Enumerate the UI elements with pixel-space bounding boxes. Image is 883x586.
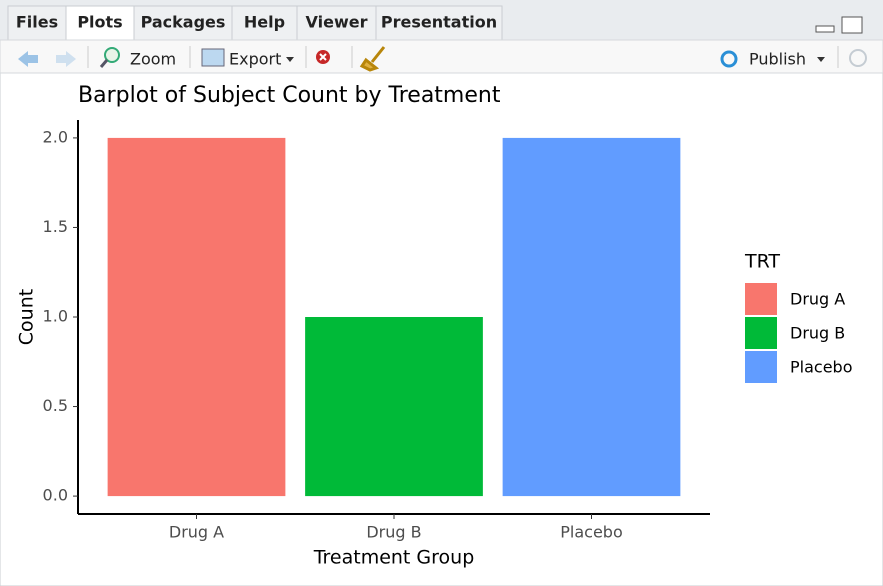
tab-label: Plots <box>77 13 122 32</box>
tab-group: Files Plots Packages Help Viewer Presentation <box>7 5 503 42</box>
legend-label: Drug B <box>790 324 845 343</box>
x-tick-label: Placebo <box>560 523 622 542</box>
minimize-button[interactable] <box>815 25 835 33</box>
bar <box>502 137 681 497</box>
dropdown-arrow <box>286 57 294 62</box>
pane-controls <box>815 16 863 34</box>
x-axis-title: Treatment Group <box>313 547 475 569</box>
tab[interactable] <box>231 5 298 41</box>
publish-label: Publish <box>749 50 806 69</box>
maximize-button[interactable] <box>841 16 863 34</box>
back-button[interactable] <box>18 51 38 67</box>
dropdown-arrow <box>817 57 825 62</box>
legend-label: Placebo <box>790 358 852 377</box>
legend-key <box>745 317 777 349</box>
x-tick-label: Drug B <box>366 523 421 542</box>
tab-label: Files <box>16 13 58 32</box>
y-tick-label: 0.0 <box>43 486 68 505</box>
legend-key <box>745 283 777 315</box>
y-tick-label: 2.0 <box>43 127 68 146</box>
publish-button[interactable]: Publish <box>720 50 825 69</box>
tab-label: Presentation <box>381 13 497 32</box>
zoom-icon <box>104 47 120 63</box>
chart-title: Barplot of Subject Count by Treatment <box>78 83 501 108</box>
zoom-label: Zoom <box>130 50 176 69</box>
legend-key <box>745 351 777 383</box>
y-tick-label: 0.5 <box>43 396 68 415</box>
export-label: Export <box>229 50 281 69</box>
y-axis-title: Count <box>16 289 38 345</box>
tab[interactable] <box>296 5 377 41</box>
export-icon <box>201 48 225 67</box>
tab[interactable] <box>375 5 503 41</box>
zoom-button[interactable]: Zoom <box>99 47 176 69</box>
tab-label: Viewer <box>306 13 368 32</box>
y-tick-label: 1.0 <box>43 307 68 326</box>
clear-all-button[interactable] <box>359 46 386 72</box>
bar <box>107 137 286 497</box>
tab-label: Help <box>244 13 285 32</box>
legend-title: TRT <box>744 251 780 273</box>
export-button[interactable]: Export <box>201 48 294 69</box>
forward-button[interactable] <box>56 51 76 67</box>
x-tick-label: Drug A <box>169 523 224 542</box>
zoom-icon <box>99 59 109 68</box>
remove-icon <box>319 53 327 61</box>
tab-label: Packages <box>141 13 226 32</box>
legend-label: Drug A <box>790 290 845 309</box>
chart: Barplot of Subject Count by Treatment Tr… <box>16 83 853 569</box>
refresh-button[interactable] <box>849 49 867 67</box>
remove-plot-button[interactable] <box>316 50 330 64</box>
publish-icon <box>720 50 738 68</box>
bar <box>305 317 483 497</box>
y-tick-label: 1.5 <box>43 217 68 236</box>
